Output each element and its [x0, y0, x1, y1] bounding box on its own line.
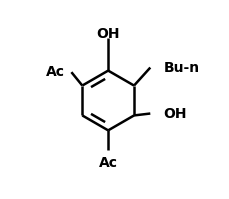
Text: Ac: Ac: [46, 65, 65, 79]
Text: OH: OH: [163, 106, 187, 121]
Text: OH: OH: [96, 27, 120, 41]
Text: Bu-n: Bu-n: [163, 60, 199, 75]
Text: Ac: Ac: [99, 156, 118, 170]
